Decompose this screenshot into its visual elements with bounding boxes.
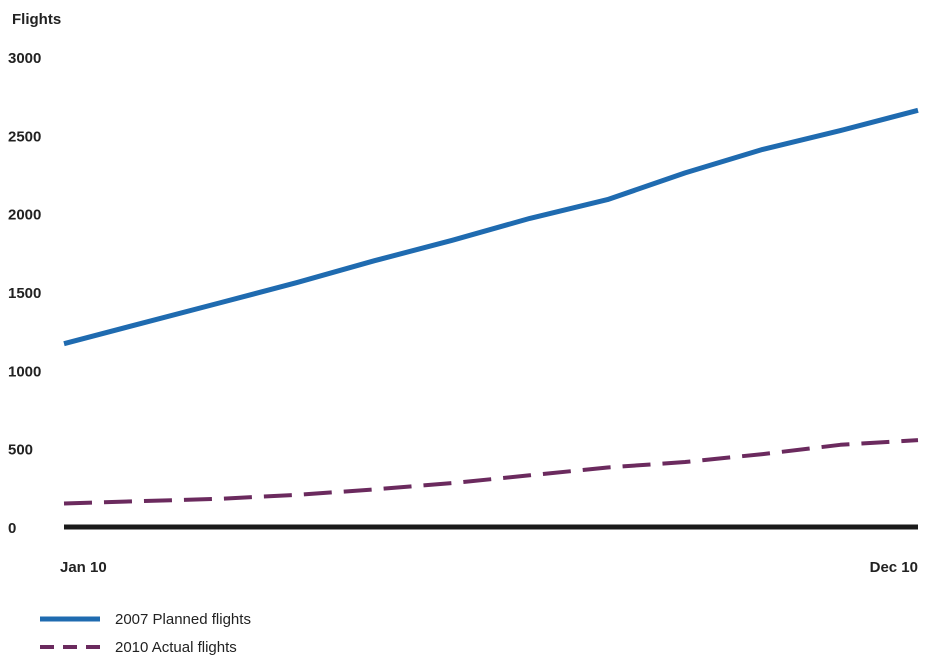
legend-item: 2007 Planned flights: [40, 611, 251, 628]
y-tick-label: 3000: [8, 50, 41, 67]
y-tick-labels: 0 500 1000 1500 2000 2500 3000: [8, 50, 41, 537]
series-line-2: [63, 438, 919, 506]
legend-label: 2007 Planned flights: [115, 611, 251, 628]
series-line-1: [63, 107, 919, 347]
y-tick-label: 2000: [8, 207, 41, 224]
y-axis-title: Flights: [12, 11, 61, 28]
y-tick-label: 0: [8, 520, 16, 537]
y-tick-label: 1500: [8, 285, 41, 302]
legend-label: 2010 Actual flights: [115, 639, 237, 656]
x-tick-label: Dec 10: [870, 559, 918, 576]
legend: 2007 Planned flights 2010 Actual flights: [40, 611, 251, 656]
y-tick-label: 2500: [8, 128, 41, 145]
x-tick-label: Jan 10: [60, 559, 107, 576]
y-tick-label: 500: [8, 442, 33, 459]
series-lines: [63, 107, 919, 506]
legend-item: 2010 Actual flights: [40, 639, 237, 656]
x-tick-labels: Jan 10 Dec 10: [60, 559, 918, 576]
y-tick-label: 1000: [8, 363, 41, 380]
